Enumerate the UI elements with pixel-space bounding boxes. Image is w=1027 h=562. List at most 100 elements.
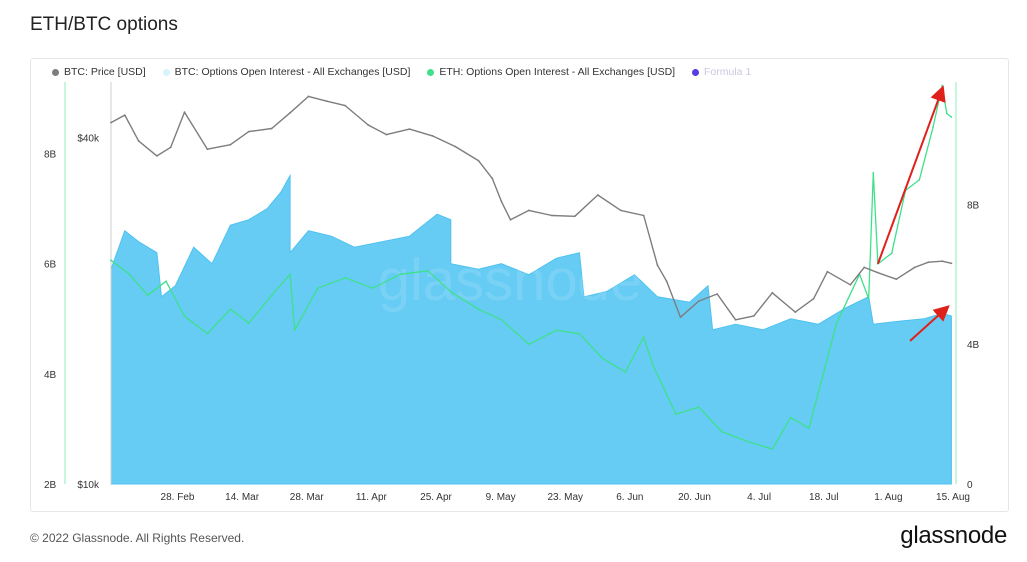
btc-price-point bbox=[619, 209, 622, 212]
btc-price-point bbox=[794, 311, 797, 313]
legend-item-btc-price[interactable]: BTC: Price [USD] bbox=[52, 66, 146, 78]
left-oi-tick-label: 2B bbox=[44, 480, 57, 491]
eth-oi-point bbox=[146, 294, 149, 297]
legend-label: BTC: Options Open Interest - All Exchang… bbox=[174, 66, 411, 78]
brand-logo: glassnode bbox=[900, 522, 1007, 549]
eth-oi-point bbox=[528, 343, 530, 346]
eth-oi-point bbox=[675, 413, 677, 415]
btc-price-point bbox=[229, 143, 232, 146]
eth-oi-point bbox=[918, 179, 921, 181]
eth-oi-point bbox=[932, 126, 934, 129]
eth-oi-point bbox=[270, 294, 273, 297]
legend-label: BTC: Price [USD] bbox=[64, 66, 146, 78]
page-title: ETH/BTC options bbox=[30, 14, 178, 35]
x-tick-label: 1. Aug bbox=[874, 492, 902, 503]
btc-price-point bbox=[344, 104, 347, 107]
eth-oi-point bbox=[477, 308, 480, 311]
legend-dot-icon bbox=[692, 68, 700, 76]
left-price-tick-label: $10k bbox=[77, 480, 100, 491]
eth-oi-point bbox=[652, 364, 654, 366]
eth-oi-point bbox=[808, 427, 810, 429]
eth-oi-point bbox=[247, 322, 250, 325]
x-tick-label: 23. May bbox=[547, 492, 583, 503]
eth-oi-point bbox=[941, 84, 944, 87]
x-tick-label: 28. Mar bbox=[290, 492, 325, 503]
eth-oi-point bbox=[316, 287, 319, 290]
eth-oi-point bbox=[578, 332, 581, 335]
right-oi-tick-label: 0 bbox=[967, 480, 973, 491]
btc-price-point bbox=[895, 278, 898, 281]
right-oi-tick-label: 4B bbox=[967, 340, 980, 351]
eth-oi-point bbox=[720, 430, 723, 433]
x-tick-label: 11. Apr bbox=[356, 492, 388, 503]
eth-oi-point bbox=[945, 112, 948, 115]
left-price-tick-label: $40k bbox=[77, 134, 100, 145]
eth-oi-point bbox=[399, 273, 402, 276]
eth-oi-point bbox=[449, 290, 452, 293]
btc-price-point bbox=[289, 111, 291, 114]
trend-arrow-2 bbox=[909, 305, 950, 342]
btc-price-point bbox=[596, 194, 599, 196]
btc-price-point bbox=[491, 177, 494, 180]
btc-price-line bbox=[110, 95, 952, 321]
x-tick-label: 14. Mar bbox=[225, 492, 260, 503]
eth-oi-point bbox=[872, 172, 875, 174]
btc-price-point bbox=[771, 291, 774, 294]
x-tick-label: 20. Jun bbox=[678, 492, 711, 503]
btc-price-point bbox=[573, 215, 576, 218]
legend-item-eth-oi[interactable]: ETH: Options Open Interest - All Exchang… bbox=[427, 66, 675, 78]
btc-price-point bbox=[385, 133, 388, 136]
btc-price-point bbox=[454, 145, 457, 148]
eth-oi-point bbox=[371, 287, 374, 290]
legend-item-btc-oi[interactable]: BTC: Options Open Interest - All Exchang… bbox=[162, 66, 411, 78]
legend-dot-icon bbox=[162, 68, 170, 76]
left-oi-tick-label: 8B bbox=[44, 150, 57, 161]
btc-price-point bbox=[913, 266, 916, 269]
eth-oi-point bbox=[789, 416, 792, 419]
eth-oi-point bbox=[293, 329, 296, 332]
btc-price-point bbox=[642, 214, 645, 217]
btc-price-point bbox=[826, 270, 829, 273]
btc-price-point bbox=[367, 124, 370, 126]
btc-price-point bbox=[183, 111, 186, 114]
eth-oi-point bbox=[624, 371, 627, 373]
btc-price-point bbox=[137, 140, 140, 142]
eth-oi-point bbox=[950, 116, 953, 118]
legend-label: ETH: Options Open Interest - All Exchang… bbox=[439, 66, 676, 78]
left-oi-tick-label: 6B bbox=[44, 260, 57, 271]
btc-price-point bbox=[716, 293, 719, 295]
eth-oi-point bbox=[771, 448, 774, 450]
eth-oi-point bbox=[128, 273, 131, 276]
chart-legend: BTC: Price [USD] BTC: Options Open Inter… bbox=[52, 66, 765, 79]
eth-oi-point bbox=[500, 318, 503, 321]
btc-price-point bbox=[500, 200, 503, 203]
trend-arrow-1 bbox=[876, 85, 946, 265]
legend-item-formula-1[interactable]: Formula 1 bbox=[692, 66, 751, 78]
eth-oi-point bbox=[697, 406, 700, 408]
legend-dot-icon bbox=[427, 68, 435, 76]
btc-price-point bbox=[477, 159, 480, 162]
btc-price-point bbox=[325, 100, 328, 103]
eth-oi-point bbox=[289, 273, 291, 276]
btc-price-point bbox=[753, 315, 755, 317]
eth-oi-point bbox=[206, 332, 209, 335]
btc-price-point bbox=[812, 297, 815, 300]
eth-oi-point bbox=[344, 276, 347, 279]
btc-options-oi-area bbox=[110, 173, 952, 485]
x-tick-label: 15. Aug bbox=[936, 492, 970, 503]
btc-price-point bbox=[877, 271, 879, 274]
btc-price-point bbox=[509, 218, 512, 221]
btc-price-point bbox=[123, 114, 126, 116]
btc-price-point bbox=[431, 135, 434, 137]
x-tick-label: 25. Apr bbox=[420, 492, 452, 503]
btc-price-point bbox=[169, 146, 172, 149]
x-tick-label: 18. Jul bbox=[809, 492, 838, 503]
btc-price-point bbox=[950, 262, 953, 265]
btc-price-point bbox=[734, 318, 737, 321]
btc-price-point bbox=[247, 130, 250, 133]
chart-panel bbox=[30, 58, 1009, 512]
eth-oi-point bbox=[601, 357, 604, 360]
x-tick-label: 6. Jun bbox=[616, 492, 643, 503]
x-tick-label: 9. May bbox=[486, 492, 516, 503]
x-tick-label: 28. Feb bbox=[161, 492, 195, 503]
